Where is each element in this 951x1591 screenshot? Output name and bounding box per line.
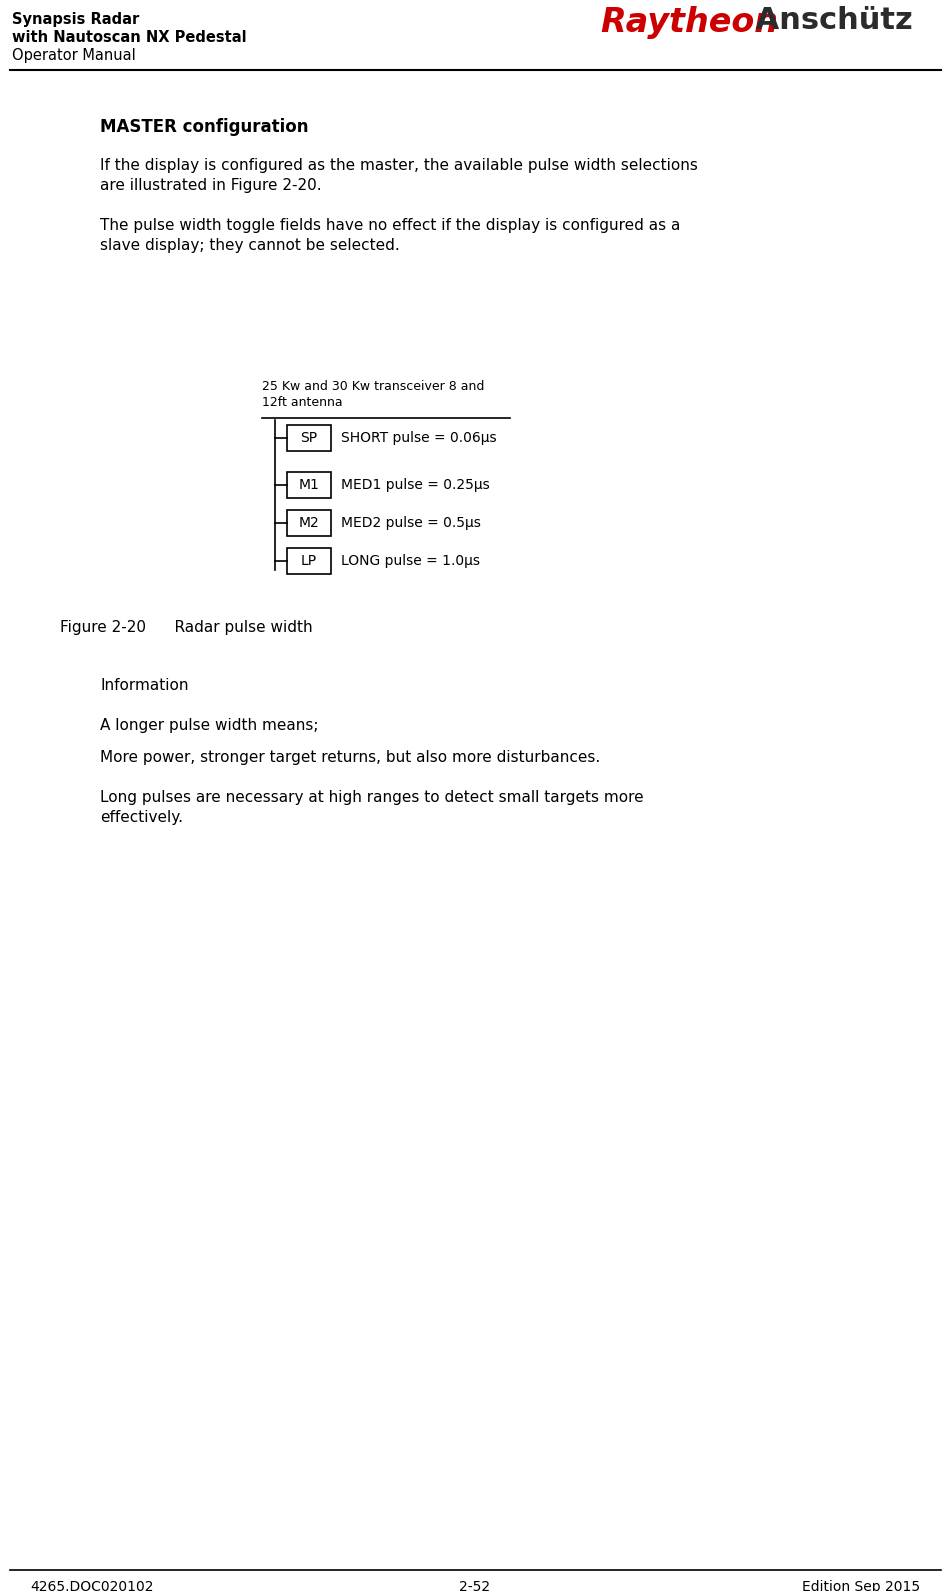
- Text: 25 Kw and 30 Kw transceiver 8 and: 25 Kw and 30 Kw transceiver 8 and: [262, 380, 484, 393]
- Text: Information: Information: [100, 678, 188, 694]
- Text: LONG pulse = 1.0μs: LONG pulse = 1.0μs: [341, 554, 480, 568]
- Text: Figure 2-20: Figure 2-20: [60, 620, 146, 635]
- Text: are illustrated in Figure 2-20.: are illustrated in Figure 2-20.: [100, 178, 321, 193]
- Text: slave display; they cannot be selected.: slave display; they cannot be selected.: [100, 239, 399, 253]
- Text: If the display is configured as the master, the available pulse width selections: If the display is configured as the mast…: [100, 158, 698, 173]
- Text: 4265.DOC020102: 4265.DOC020102: [30, 1580, 153, 1591]
- Text: M2: M2: [299, 515, 320, 530]
- Text: More power, stronger target returns, but also more disturbances.: More power, stronger target returns, but…: [100, 749, 600, 765]
- Bar: [287, 511, 331, 536]
- Text: MED1 pulse = 0.25μs: MED1 pulse = 0.25μs: [341, 477, 490, 492]
- Bar: [287, 547, 331, 574]
- Text: Long pulses are necessary at high ranges to detect small targets more: Long pulses are necessary at high ranges…: [100, 791, 644, 805]
- Text: effectively.: effectively.: [100, 810, 183, 826]
- Text: 2-52: 2-52: [459, 1580, 491, 1591]
- Text: A longer pulse width means;: A longer pulse width means;: [100, 718, 319, 733]
- Text: Radar pulse width: Radar pulse width: [155, 620, 313, 635]
- Text: LP: LP: [301, 554, 317, 568]
- Text: SHORT pulse = 0.06μs: SHORT pulse = 0.06μs: [341, 431, 496, 445]
- Text: M1: M1: [299, 477, 320, 492]
- Text: Edition Sep 2015: Edition Sep 2015: [802, 1580, 920, 1591]
- Text: SP: SP: [301, 431, 318, 445]
- Bar: [287, 473, 331, 498]
- Text: Raytheon: Raytheon: [600, 6, 778, 40]
- Text: MASTER configuration: MASTER configuration: [100, 118, 308, 135]
- Text: MED2 pulse = 0.5μs: MED2 pulse = 0.5μs: [341, 515, 481, 530]
- Text: The pulse width toggle fields have no effect if the display is configured as a: The pulse width toggle fields have no ef…: [100, 218, 680, 232]
- Text: Operator Manual: Operator Manual: [12, 48, 136, 64]
- Text: 12ft antenna: 12ft antenna: [262, 396, 342, 409]
- Text: Anschütz: Anschütz: [745, 6, 913, 35]
- Text: Synapsis Radar: Synapsis Radar: [12, 13, 139, 27]
- Bar: [287, 425, 331, 450]
- Text: with Nautoscan NX Pedestal: with Nautoscan NX Pedestal: [12, 30, 246, 45]
